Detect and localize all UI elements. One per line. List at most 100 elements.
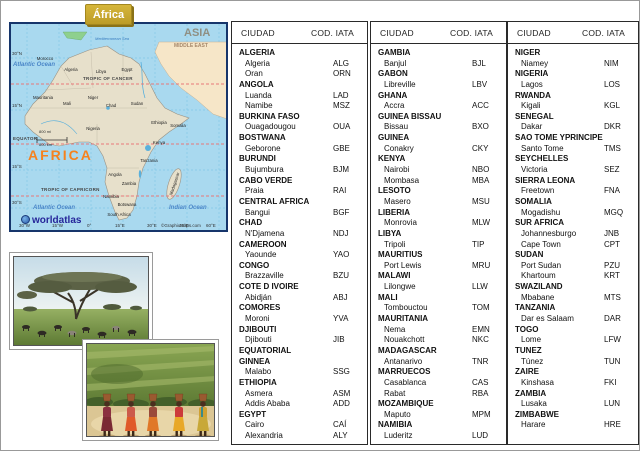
africa-map-graphic bbox=[11, 24, 226, 230]
row-code bbox=[604, 325, 638, 336]
map-country-label: Niger bbox=[87, 95, 99, 100]
map-country-label: Algeria bbox=[64, 67, 78, 72]
row-label: ZAMBIA bbox=[515, 388, 547, 398]
city-row: Brazzaville BZU bbox=[232, 271, 367, 282]
lon-label: 30°E bbox=[147, 223, 157, 228]
map-country-label: Nigeria bbox=[86, 126, 100, 131]
row-code bbox=[333, 48, 367, 59]
row-code: NIM bbox=[604, 58, 619, 68]
row-label: Bangui bbox=[245, 207, 270, 217]
country-row: SENEGAL bbox=[508, 112, 638, 123]
row-code: LUN bbox=[604, 399, 621, 409]
row-code bbox=[333, 282, 367, 293]
country-row: TUNEZ bbox=[508, 346, 638, 357]
row-code: TMS bbox=[604, 143, 621, 153]
row-label: SWAZILAND bbox=[515, 282, 563, 292]
row-code: LFW bbox=[604, 335, 621, 345]
row-code: DKR bbox=[604, 122, 621, 132]
indian-ocean-label: Indian Ocean bbox=[169, 205, 207, 211]
lat-label: 15°N bbox=[12, 103, 23, 108]
row-label: SEYCHELLES bbox=[515, 154, 569, 164]
row-code bbox=[472, 186, 506, 197]
column-header-code: COD. IATA bbox=[450, 27, 494, 38]
city-row: Kigali KGL bbox=[508, 101, 638, 112]
city-row: Cairo CAÍ bbox=[232, 420, 367, 431]
row-code: CAS bbox=[472, 377, 489, 387]
middle-east-label: MIDDLE EAST bbox=[174, 43, 208, 49]
row-code bbox=[472, 293, 506, 304]
country-row: RWANDA bbox=[508, 91, 638, 102]
map-country-label: Botswana bbox=[117, 202, 137, 207]
row-code bbox=[472, 91, 506, 102]
row-label: BOSTWANA bbox=[239, 133, 286, 143]
row-label: GAMBIA bbox=[378, 48, 411, 57]
row-code: JNB bbox=[604, 228, 620, 238]
row-label: GINNEA bbox=[239, 356, 271, 366]
lon-label: 15°E bbox=[115, 223, 125, 228]
table-header: CIUDAD COD. IATA bbox=[371, 22, 506, 44]
city-row: Algeria ALG bbox=[232, 59, 367, 70]
row-code: ADD bbox=[333, 399, 350, 409]
row-label: CABO VERDE bbox=[239, 175, 293, 185]
iata-table: CIUDAD COD. IATA GAMBIA Banjul BJL GABON Lib… bbox=[370, 21, 507, 445]
city-row: Addis Ababa ADD bbox=[232, 399, 367, 410]
row-code: NDJ bbox=[333, 228, 349, 238]
row-code bbox=[604, 112, 638, 123]
row-label: Nairobi bbox=[384, 165, 410, 175]
row-code bbox=[604, 282, 638, 293]
map-country-label: Chad bbox=[105, 103, 117, 108]
madagascar-island bbox=[166, 168, 182, 200]
city-row: Lusaka LUN bbox=[508, 399, 638, 410]
city-row: Bujumbura BJM bbox=[232, 165, 367, 176]
country-row: SAO TOME YPRINCIPE bbox=[508, 133, 638, 144]
row-label: Nema bbox=[384, 324, 406, 334]
country-row: EGYPT bbox=[232, 410, 367, 421]
row-label: Niamey bbox=[521, 58, 549, 68]
row-label: Luanda bbox=[245, 90, 272, 100]
country-row: CABO VERDE bbox=[232, 176, 367, 187]
row-code bbox=[472, 69, 506, 80]
city-row: Casablanca CAS bbox=[371, 378, 506, 389]
row-label: ZIMBABWE bbox=[515, 409, 559, 419]
lon-label: 45°E bbox=[179, 223, 189, 228]
row-code bbox=[333, 378, 367, 389]
city-row: Conakry CKY bbox=[371, 144, 506, 155]
woman-figure bbox=[125, 393, 137, 436]
row-code: BXO bbox=[472, 122, 489, 132]
map-country-label: Zambia bbox=[121, 181, 137, 186]
row-label: Alexandria bbox=[245, 431, 283, 441]
country-row: SOMALIA bbox=[508, 197, 638, 208]
row-label: Santo Tome bbox=[521, 143, 564, 153]
country-row: NIGERIA bbox=[508, 69, 638, 80]
row-label: Dakar bbox=[521, 122, 543, 132]
equator-label: EQUATOR bbox=[13, 136, 38, 141]
row-code: BJL bbox=[472, 58, 486, 68]
row-code: TIP bbox=[472, 239, 485, 249]
row-code bbox=[604, 303, 638, 314]
row-label: Accra bbox=[384, 101, 405, 111]
savanna-photo bbox=[9, 252, 153, 350]
city-row: Port Lewis MRU bbox=[371, 261, 506, 272]
country-row: MALAWI bbox=[371, 271, 506, 282]
scale-km: 800 km bbox=[39, 142, 53, 147]
row-code bbox=[604, 154, 638, 165]
row-label: Lusaka bbox=[521, 399, 547, 409]
row-code bbox=[604, 69, 638, 80]
country-row: LIBERIA bbox=[371, 208, 506, 219]
row-label: BURUNDI bbox=[239, 154, 276, 164]
atlantic-ocean-label-top: Atlantic Ocean bbox=[13, 62, 56, 68]
country-row: GHANA bbox=[371, 91, 506, 102]
map-country-label: Sudan bbox=[130, 101, 144, 106]
row-code: ACC bbox=[472, 101, 489, 111]
country-row: BOSTWANA bbox=[232, 133, 367, 144]
row-code: YVA bbox=[333, 314, 349, 324]
woman-figure bbox=[147, 393, 159, 436]
row-code bbox=[472, 133, 506, 144]
row-code bbox=[472, 208, 506, 219]
globe-icon bbox=[21, 215, 30, 224]
country-row: NAMIBIA bbox=[371, 420, 506, 431]
row-label: EQUATORIAL bbox=[239, 345, 292, 355]
row-label: N'Djamena bbox=[245, 228, 285, 238]
row-code: KGL bbox=[604, 101, 621, 111]
country-row: MOZAMBIQUE bbox=[371, 399, 506, 410]
